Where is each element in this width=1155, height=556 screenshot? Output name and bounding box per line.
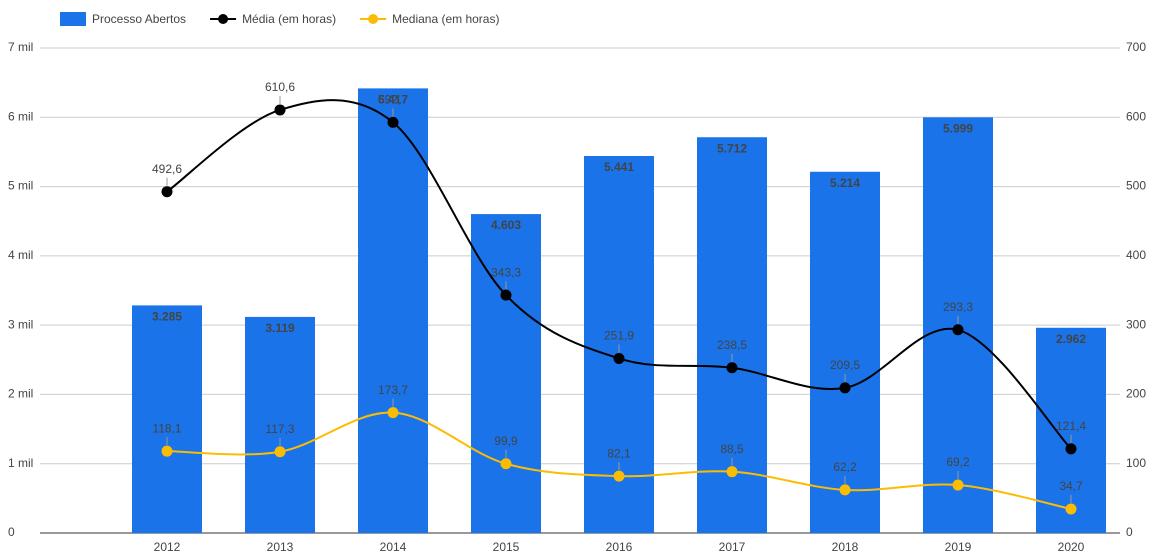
bar-value-label: 5.214 [830,176,860,190]
point [274,446,286,458]
y2-tick-label: 200 [1126,387,1146,401]
point [839,484,851,496]
point [387,116,399,128]
point-value-label: 69,2 [946,455,970,469]
point [726,362,738,374]
point [500,458,512,470]
point-value-label: 34,7 [1059,479,1083,493]
y-tick-label: 5 mil [8,179,33,193]
y2-tick-label: 400 [1126,248,1146,262]
point-value-label: 610,6 [265,80,295,94]
y2-tick-label: 600 [1126,109,1146,123]
legend-swatch [218,14,229,24]
x-tick-label: 2012 [154,540,181,554]
point-value-label: 293,3 [943,300,973,314]
y2-tick-label: 300 [1126,317,1146,331]
point-value-label: 118,1 [152,421,181,435]
point-value-label: 99,9 [494,434,518,448]
point-value-label: 209,5 [830,358,860,372]
point-value-label: 238,5 [717,338,747,352]
bar-value-label: 5.712 [717,141,747,155]
legend-label: Mediana (em horas) [392,12,499,26]
point-value-label: 82,1 [607,446,631,460]
bar-value-label: 6.417 [378,93,408,107]
point-value-label: 88,5 [720,442,744,456]
point [1065,443,1077,455]
point-value-label: 592,7 [378,93,408,107]
y-tick-label: 2 mil [8,387,33,401]
point [1065,503,1077,515]
bar [471,214,541,533]
bar [358,88,428,534]
bar [810,171,880,533]
point-value-label: 117,3 [265,422,294,436]
point [274,104,286,116]
x-tick-label: 2018 [832,540,859,554]
bar-value-label: 3.119 [265,321,295,335]
point [613,470,625,482]
point [613,352,625,364]
point-value-label: 121,4 [1056,419,1086,433]
point [161,445,173,457]
legend-label: Média (em horas) [242,12,336,26]
point [387,407,399,419]
y-tick-label: 3 mil [8,317,33,331]
y2-tick-label: 100 [1126,456,1146,470]
y-tick-label: 7 mil [8,40,33,54]
y-tick-label: 6 mil [8,109,33,123]
y2-tick-label: 700 [1126,40,1146,54]
point [952,324,964,336]
bar-value-label: 5.999 [943,122,973,136]
x-tick-label: 2013 [267,540,294,554]
x-tick-label: 2015 [493,540,520,554]
x-tick-label: 2016 [606,540,633,554]
x-tick-label: 2019 [945,540,972,554]
point [161,186,173,198]
legend-swatch [368,14,379,24]
x-tick-label: 2014 [380,540,407,554]
point-value-label: 492,6 [152,162,182,176]
bar-value-label: 5.441 [604,160,634,174]
point [726,466,738,478]
x-tick-label: 2017 [719,540,746,554]
y-tick-label: 4 mil [8,248,33,262]
y-tick-label: 0 [8,525,15,539]
bar-value-label: 3.285 [152,310,182,324]
bar-value-label: 4.603 [491,218,521,232]
y-tick-label: 1 mil [8,456,33,470]
point-value-label: 173,7 [378,383,408,397]
y2-tick-label: 500 [1126,179,1146,193]
point [839,382,851,394]
point-value-label: 343,3 [491,265,521,279]
y2-tick-label: 0 [1126,525,1133,539]
bar [132,305,202,533]
point-value-label: 251,9 [604,329,634,343]
x-tick-label: 2020 [1058,540,1085,554]
bar-value-label: 2.962 [1056,332,1086,346]
bar [245,316,315,533]
point [952,479,964,491]
legend-swatch [60,12,86,26]
point [500,289,512,301]
point-value-label: 62,2 [833,460,857,474]
legend-label: Processo Abertos [92,12,186,26]
